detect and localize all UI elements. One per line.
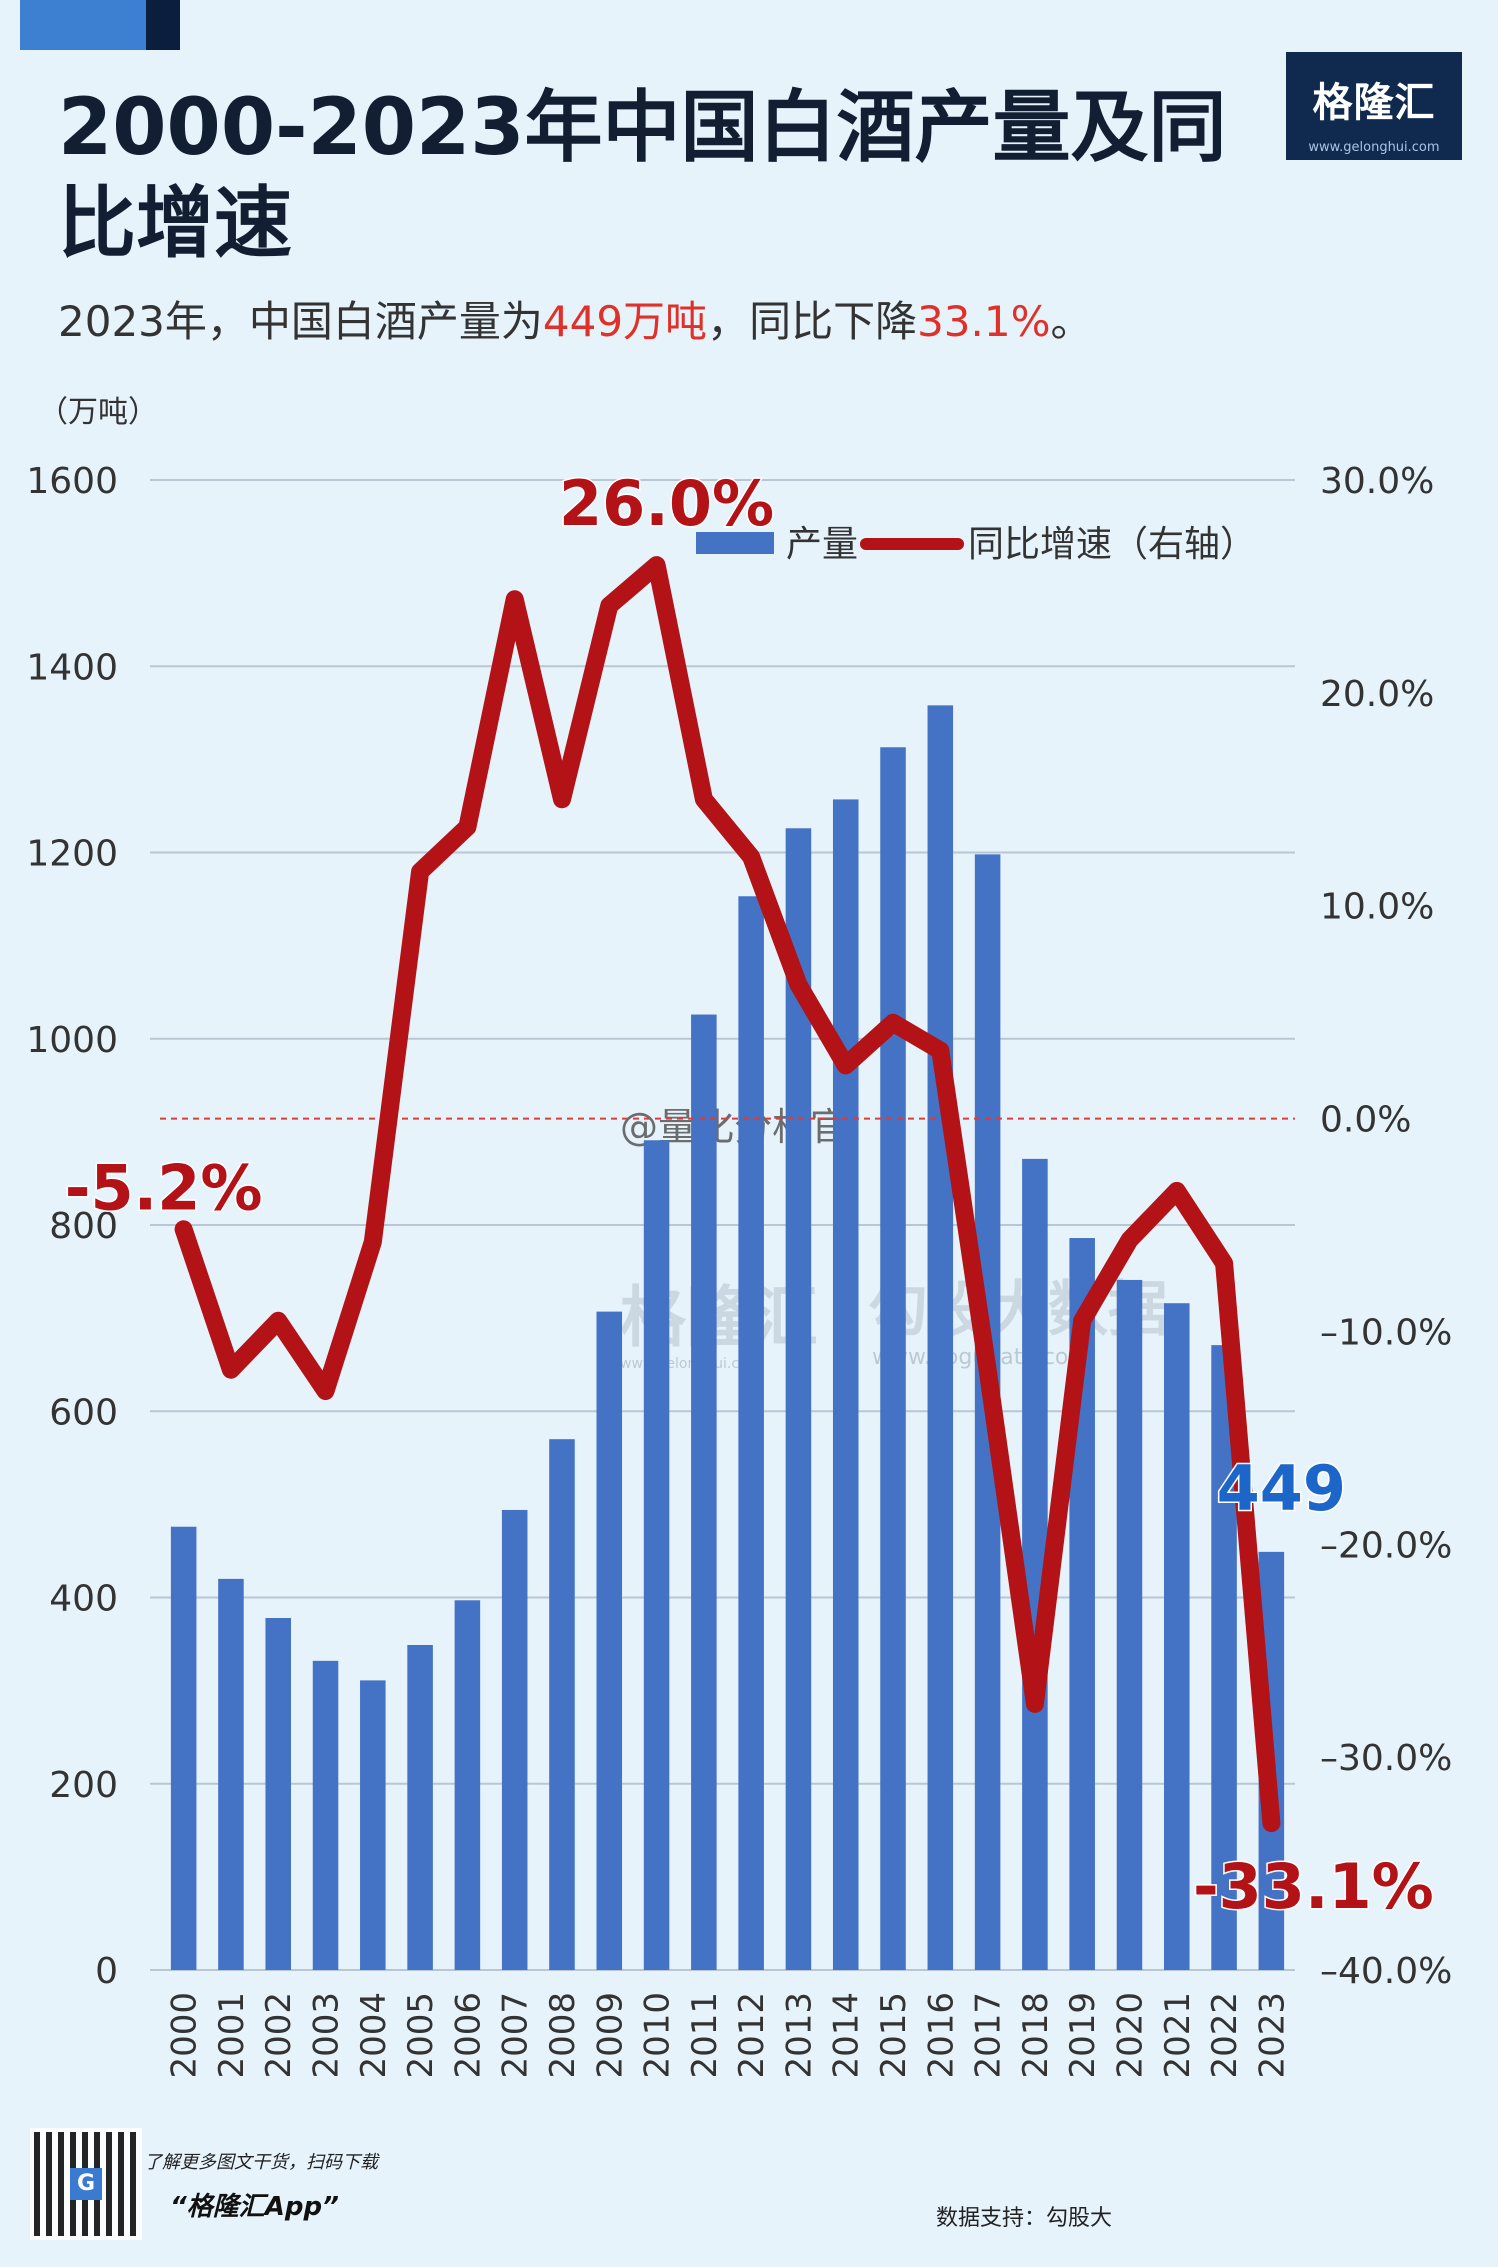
subtitle-value: 449万吨 [542,297,708,346]
x-tick-label: 2012 [732,1992,772,2079]
x-axis-ticks: 2000 2001 2002 2003 2004 2005 2006 2007 2008 2009… [165,1992,1293,2079]
left-tick-label: 400 [49,1579,118,1620]
x-tick-label: 2021 [1158,1992,1198,2079]
right-axis-ticks: 30.0% 20.0% 10.0% 0.0% –10.0% –20.0% –30.0% –40… [1320,461,1452,1992]
grid-lines [150,479,1295,1971]
top-accent-bar-dark [146,0,180,50]
qr-logo-icon: G [70,2168,102,2200]
bar [1116,1279,1143,1970]
right-tick-label: 30.0% [1320,461,1434,502]
x-tick-label: 2013 [779,1992,819,2079]
bar [927,705,954,1970]
bar [360,1680,386,1970]
bar [738,896,764,1970]
x-tick-label: 2020 [1110,1992,1150,2079]
bar [454,1600,481,1970]
right-tick-label: –40.0% [1320,1951,1452,1992]
legend-bar-swatch [696,532,774,554]
subtitle-prefix: 2023年，中国白酒产量为 [58,297,543,346]
annotation-label: 449 [1217,1452,1346,1525]
x-tick-label: 2023 [1252,1992,1292,2079]
bar [501,1509,528,1970]
right-tick-label: 0.0% [1320,1100,1411,1141]
x-tick-label: 2009 [590,1992,630,2079]
bar [170,1526,197,1970]
right-tick-label: –30.0% [1320,1738,1452,1779]
right-tick-label: 10.0% [1320,887,1434,928]
footer-app-name: “格隆汇App” [170,2192,339,2222]
left-axis-unit-label: （万吨） [38,395,158,430]
right-tick-label: –20.0% [1320,1525,1452,1566]
x-tick-label: 2000 [165,1992,205,2079]
right-tick-label: 20.0% [1320,674,1434,715]
x-tick-label: 2008 [543,1992,583,2079]
left-tick-label: 0 [95,1951,118,1992]
x-tick-label: 2001 [212,1992,252,2079]
annotation-label: -5.2% [65,1151,263,1224]
brand-logo-url: www.gelonghui.com [1308,140,1440,155]
left-tick-label: 1200 [26,834,118,875]
x-tick-label: 2011 [685,1992,725,2079]
bar [265,1617,291,1970]
production-growth-chart: @量化分析官格隆汇www.gelonghui.com勾股大数据www.gogud… [26,395,1452,2079]
brand-logo-name: 格隆汇 [1312,80,1436,126]
annotation-label: 26.0% [559,467,774,540]
x-tick-label: 2010 [638,1992,678,2079]
x-tick-label: 2005 [401,1992,441,2079]
bar [785,828,812,1970]
footer-data-source: 数据支持：勾股大 [936,2206,1113,2231]
bar [1164,1303,1190,1970]
bar [596,1311,623,1970]
subtitle-suffix: 。 [1050,297,1093,346]
x-tick-label: 2003 [307,1992,347,2079]
x-tick-label: 2004 [354,1992,394,2079]
x-tick-label: 2018 [1016,1992,1056,2079]
bar [880,747,906,1970]
x-tick-label: 2015 [874,1992,914,2079]
x-tick-label: 2014 [827,1992,867,2079]
data-annotations: -5.2% 26.0% 449 -33.1% [63,466,1435,1925]
bar [549,1439,575,1970]
footer-download-tip: 了解更多图文干货，扫码下载 [144,2152,378,2173]
left-tick-label: 200 [49,1765,118,1806]
left-tick-label: 800 [49,1206,118,1247]
bar [407,1644,433,1970]
left-tick-label: 1400 [26,647,118,688]
x-tick-label: 2017 [969,1992,1009,2079]
annotation-label: -33.1% [1193,1850,1434,1923]
left-tick-label: 1000 [26,1020,118,1061]
x-tick-label: 2007 [496,1992,536,2079]
x-tick-label: 2016 [921,1992,961,2079]
x-tick-label: 2002 [259,1992,299,2079]
chart-legend: 产量 同比增速（右轴） [696,524,1256,565]
bar [832,799,859,1971]
x-tick-label: 2006 [448,1992,488,2079]
bar [691,1014,717,1970]
growth-rate-line [174,556,1281,1833]
subtitle-pct: 33.1% [917,297,1051,346]
qr-code[interactable]: G [30,2128,142,2240]
legend-bar-label: 产量 [786,524,858,565]
bar [643,1140,670,1970]
bar [218,1578,244,1970]
left-axis-ticks: 0 200 400 600 800 1000 1200 1400 1600 [26,461,118,1992]
page-subtitle: 2023年，中国白酒产量为449万吨，同比下降33.1%。 [58,288,1093,349]
right-tick-label: –10.0% [1320,1312,1452,1353]
page-title: 2000-2023年中国白酒产量及同比增速 [58,83,1227,269]
bar [312,1660,339,1970]
left-tick-label: 600 [49,1392,118,1433]
brand-logo: 格隆汇 www.gelonghui.com [1286,52,1462,160]
x-tick-label: 2019 [1063,1992,1103,2079]
legend-line-label: 同比增速（右轴） [968,524,1256,565]
subtitle-mid: ，同比下降 [707,297,918,346]
x-tick-label: 2022 [1205,1992,1245,2079]
left-tick-label: 1600 [26,461,118,502]
